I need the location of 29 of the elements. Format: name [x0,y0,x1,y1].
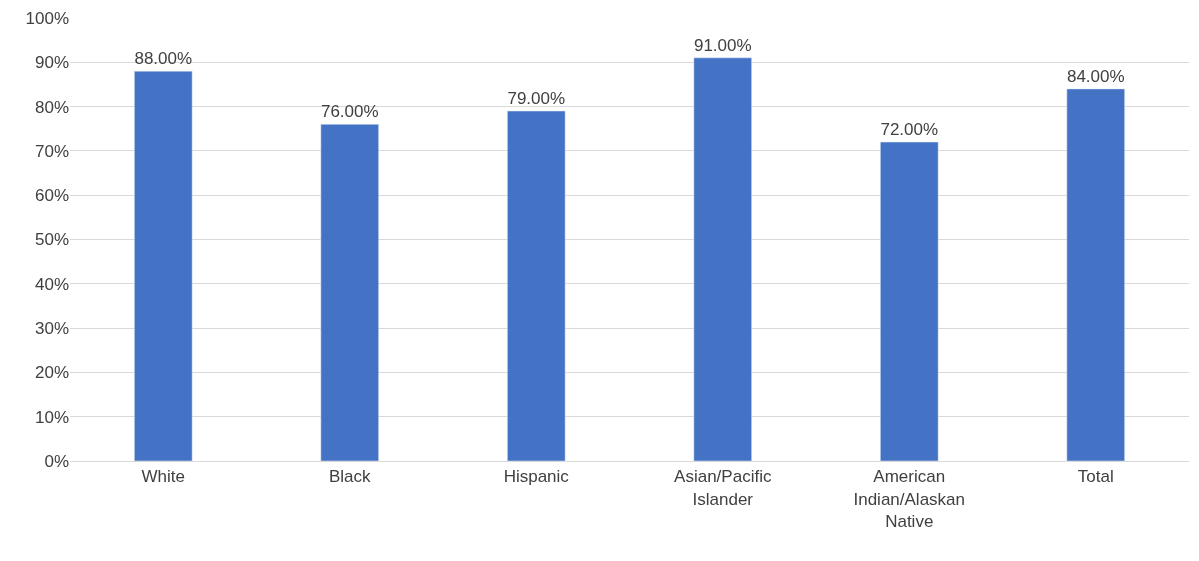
bar [320,124,379,461]
x-tick-label: White [141,467,185,487]
y-tick-label: 60% [34,186,69,206]
data-label: 88.00% [134,49,193,69]
data-label: 91.00% [693,35,752,55]
bar [507,110,566,461]
x-tick-label: Asian/Pacific Islander [674,467,772,509]
y-tick-label: 20% [34,363,69,383]
y-tick-label: 50% [34,230,69,250]
x-tick-label: Hispanic [503,467,570,487]
x-tick-label: Total [1077,467,1114,487]
y-tick-label: 100% [25,8,69,28]
x-tick-label: American Indian/Alaskan Native [853,467,966,531]
y-tick-label: 10% [34,407,69,427]
data-label: 76.00% [320,102,379,122]
y-tick-label: 40% [34,274,69,294]
y-tick-label: 30% [34,319,69,339]
bar [693,57,752,461]
x-tick-label: Black [328,467,372,487]
data-label: 79.00% [507,89,566,109]
y-tick-label: 70% [34,141,69,161]
y-tick-label: 90% [34,53,69,73]
data-label: 84.00% [1066,66,1125,86]
y-tick-label: 0% [44,451,69,471]
y-tick-label: 80% [34,97,69,117]
bar [1066,88,1125,461]
data-label: 72.00% [880,120,939,140]
bar [880,141,939,461]
bar [134,70,193,461]
